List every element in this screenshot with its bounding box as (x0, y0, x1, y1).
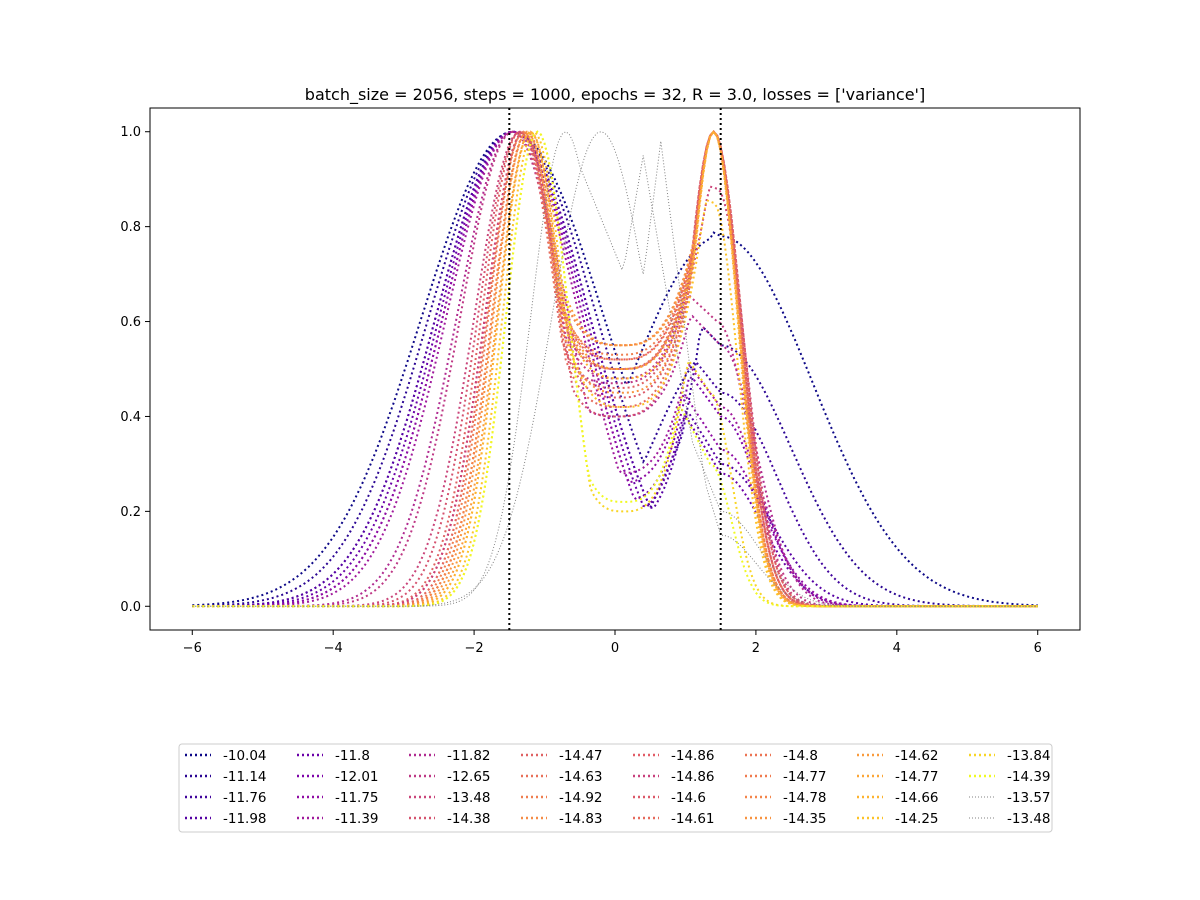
y-tick-label: 0.6 (120, 315, 141, 330)
series-line-31 (192, 131, 1038, 607)
x-tick-label: −4 (324, 641, 343, 656)
series-line-8 (192, 130, 1038, 608)
y-tick-label: 1.0 (120, 125, 141, 140)
legend-label: -14.63 (559, 769, 603, 785)
x-axis-ticks: −6 −4 −2 0 2 4 6 (183, 630, 1042, 656)
legend-label: -14.8 (783, 748, 818, 764)
y-tick-label: 0.2 (120, 505, 141, 520)
legend-label: -14.86 (671, 769, 715, 785)
legend-label: -11.75 (335, 790, 379, 806)
series-line-13 (192, 130, 1038, 608)
legend-label: -13.48 (447, 790, 491, 806)
vline-layer (508, 108, 722, 630)
legend-label: -13.84 (1007, 748, 1051, 764)
legend-label: -14.38 (447, 811, 491, 827)
x-tick-label: −6 (183, 641, 202, 656)
legend-box (178, 743, 1053, 833)
chart-title: batch_size = 2056, steps = 1000, epochs … (305, 85, 925, 105)
legend-label: -14.39 (1007, 769, 1051, 785)
legend-label: -11.98 (223, 811, 267, 827)
series-layer (192, 129, 1038, 608)
legend-label: -12.65 (447, 769, 491, 785)
x-tick-label: 2 (752, 641, 760, 656)
legend-label: -14.61 (671, 811, 715, 827)
legend-label: -12.01 (335, 769, 379, 785)
y-axis-ticks: 0.0 0.2 0.4 0.6 0.8 1.0 (120, 125, 150, 615)
series-line-4 (192, 130, 1038, 608)
legend-label: -14.47 (559, 748, 603, 764)
legend-label: -11.76 (223, 790, 267, 806)
legend-label: -14.86 (671, 748, 715, 764)
legend-label: -14.25 (895, 811, 939, 827)
legend-label: -14.78 (783, 790, 827, 806)
x-tick-label: 6 (1034, 641, 1042, 656)
legend-label: -13.57 (1007, 790, 1051, 806)
legend-label: -14.92 (559, 790, 603, 806)
legend-label: -14.35 (783, 811, 827, 827)
series-line-9 (192, 130, 1038, 608)
x-tick-label: 4 (893, 641, 901, 656)
legend-label: -14.83 (559, 811, 603, 827)
series-line-1 (192, 130, 1038, 608)
legend: -10.04 -11.14 -11.76 -11.98 -11.8 -12.01 -11.7… (178, 743, 1053, 833)
legend-label: -11.82 (447, 748, 491, 764)
y-tick-label: 0.8 (120, 220, 141, 235)
legend-label: -10.04 (223, 748, 267, 764)
legend-label: -14.62 (895, 748, 939, 764)
legend-label: -11.8 (335, 748, 370, 764)
legend-label: -13.48 (1007, 811, 1051, 827)
y-tick-label: 0.4 (120, 410, 141, 425)
legend-label: -14.66 (895, 790, 939, 806)
x-tick-label: −2 (465, 641, 484, 656)
y-tick-label: 0.0 (120, 600, 141, 615)
legend-label: -14.77 (783, 769, 827, 785)
legend-label: -14.6 (671, 790, 706, 806)
legend-label: -11.14 (223, 769, 267, 785)
legend-label: -11.39 (335, 811, 379, 827)
x-tick-label: 0 (611, 641, 619, 656)
legend-label: -14.77 (895, 769, 939, 785)
